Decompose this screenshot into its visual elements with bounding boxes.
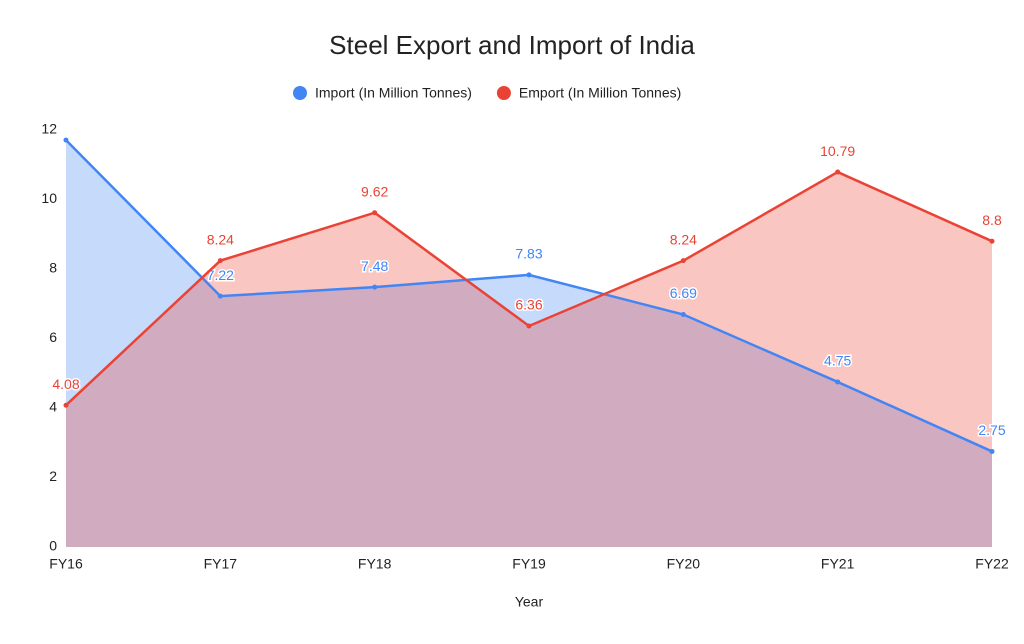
data-label: 7.48 xyxy=(361,258,388,274)
data-label: 8.8 xyxy=(982,212,1002,228)
point xyxy=(63,137,69,143)
x-tick-label: FY18 xyxy=(358,556,392,572)
data-label: 4.08 xyxy=(52,376,79,392)
data-label: 6.36 xyxy=(515,297,542,313)
x-tick-label: FY17 xyxy=(204,556,238,572)
point xyxy=(680,258,686,264)
point xyxy=(989,448,995,454)
legend-label: Emport (In Million Tonnes) xyxy=(519,85,681,101)
point xyxy=(526,323,532,329)
x-tick-label: FY16 xyxy=(49,556,83,572)
legend-label: Import (In Million Tonnes) xyxy=(315,85,472,101)
data-label: 7.83 xyxy=(515,246,542,262)
data-label: 4.75 xyxy=(824,353,851,369)
point xyxy=(989,238,995,244)
y-tick-label: 4 xyxy=(49,399,57,415)
point xyxy=(835,379,841,385)
point xyxy=(680,312,686,318)
y-tick-label: 2 xyxy=(49,468,57,484)
chart-title: Steel Export and Import of India xyxy=(329,30,695,60)
area xyxy=(66,140,992,547)
y-tick-label: 10 xyxy=(41,190,57,206)
data-label: 10.79 xyxy=(820,143,855,159)
data-label: 6.69 xyxy=(670,285,697,301)
y-tick-label: 12 xyxy=(41,121,57,137)
data-label: 9.62 xyxy=(361,183,388,199)
y-tick-label: 0 xyxy=(49,538,57,554)
data-label: 8.24 xyxy=(207,231,234,247)
point xyxy=(63,402,69,408)
point xyxy=(372,284,378,290)
x-axis-label: Year xyxy=(515,594,544,610)
data-label: 2.75 xyxy=(978,422,1005,438)
x-tick-label: FY22 xyxy=(975,556,1009,572)
point xyxy=(217,293,223,299)
area xyxy=(66,172,992,548)
x-tick-label: FY21 xyxy=(821,556,855,572)
point xyxy=(835,169,841,175)
legend-marker xyxy=(293,86,307,100)
data-label: 8.24 xyxy=(670,231,697,247)
x-tick-label: FY19 xyxy=(512,556,546,572)
point xyxy=(372,210,378,216)
data-label: 7.22 xyxy=(207,267,234,283)
x-tick-label: FY20 xyxy=(667,556,701,572)
y-tick-label: 6 xyxy=(49,329,57,345)
point xyxy=(526,272,532,278)
point xyxy=(217,258,223,264)
legend-marker xyxy=(496,86,511,100)
y-tick-label: 8 xyxy=(49,260,57,276)
